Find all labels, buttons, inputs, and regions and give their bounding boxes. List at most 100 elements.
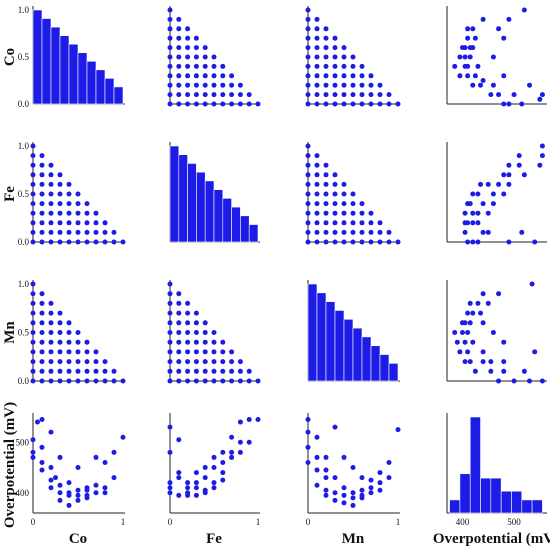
scatter-point xyxy=(176,45,182,51)
scatter-point xyxy=(84,378,90,384)
scatter-point xyxy=(506,239,512,245)
scatter-point xyxy=(93,229,99,235)
scatter-point xyxy=(167,310,173,316)
scatter-point xyxy=(57,339,63,345)
scatter-point xyxy=(84,487,90,493)
scatter-point xyxy=(341,220,347,226)
scatter-point xyxy=(176,475,182,481)
scatter-point xyxy=(314,153,320,159)
scatter-point xyxy=(485,210,491,216)
scatter-point xyxy=(185,349,191,355)
scatter-point xyxy=(66,181,72,187)
scatter-point xyxy=(193,349,199,355)
scatter-point xyxy=(478,310,484,316)
scatter-point xyxy=(323,454,329,460)
scatter-point xyxy=(527,378,533,384)
scatter-point xyxy=(332,45,338,51)
scatter-point xyxy=(102,229,108,235)
scatter-point xyxy=(39,239,45,245)
scatter-point xyxy=(167,485,173,491)
scatter-point xyxy=(496,291,502,297)
scatter-point xyxy=(39,368,45,374)
scatter-point xyxy=(66,220,72,226)
scatter-point xyxy=(176,359,182,365)
y-axis-label: Co xyxy=(2,48,18,66)
scatter-point xyxy=(48,210,54,216)
scatter-point xyxy=(211,330,217,335)
scatter-point xyxy=(475,210,481,216)
scatter-point xyxy=(341,191,347,197)
scatter-point xyxy=(220,477,226,483)
scatter-point xyxy=(185,101,191,107)
scatter-point xyxy=(506,181,512,187)
scatter-point xyxy=(395,239,401,245)
scatter-point xyxy=(359,92,365,98)
scatter-point xyxy=(537,162,543,168)
scatter-point xyxy=(341,73,347,79)
scatter-point xyxy=(323,73,329,79)
scatter-point xyxy=(359,73,365,79)
scatter-point xyxy=(211,480,217,486)
scatter-point xyxy=(229,359,235,365)
scatter-point xyxy=(39,300,45,306)
y-tick-label: 1.0 xyxy=(18,279,30,289)
scatter-point xyxy=(472,73,478,79)
scatter-point xyxy=(185,35,191,41)
scatter-point xyxy=(30,162,36,168)
scatter-point xyxy=(323,162,329,168)
scatter-point xyxy=(202,465,208,471)
scatter-point xyxy=(323,229,329,235)
scatter-point xyxy=(176,16,182,22)
scatter-point xyxy=(57,310,63,316)
scatter-point xyxy=(39,459,45,465)
scatter-point xyxy=(120,378,126,384)
scatter-point xyxy=(176,368,182,374)
scatter-point xyxy=(185,359,191,365)
scatter-point xyxy=(332,201,338,207)
scatter-point xyxy=(457,349,463,355)
scatter-point xyxy=(57,239,63,245)
scatter-point xyxy=(167,424,173,430)
y-tick-label: 0.0 xyxy=(18,376,30,386)
histogram-bar xyxy=(41,18,52,105)
scatter-point xyxy=(30,368,36,374)
scatter-point xyxy=(350,201,356,207)
scatter-point xyxy=(532,349,538,355)
scatter-point xyxy=(332,181,338,187)
scatter-point xyxy=(48,368,54,374)
scatter-point xyxy=(48,201,54,207)
scatter-point xyxy=(176,470,182,476)
scatter-point xyxy=(75,191,81,197)
scatter-point xyxy=(521,172,527,178)
scatter-point xyxy=(314,16,320,22)
y-tick-label: 400 xyxy=(16,488,30,498)
scatter-point xyxy=(53,475,58,481)
scatter-point xyxy=(323,210,329,216)
scatter-point xyxy=(314,101,320,107)
scatter-point xyxy=(176,35,182,41)
scatter-point xyxy=(202,359,208,365)
scatter-point xyxy=(305,239,311,245)
scatter-point xyxy=(30,310,36,316)
scatter-point xyxy=(305,229,311,235)
scatter-point xyxy=(332,92,338,98)
scatter-point xyxy=(185,339,191,345)
scatter-point xyxy=(102,378,108,384)
scatter-point xyxy=(350,465,356,471)
scatter-point xyxy=(48,191,54,197)
scatter-point xyxy=(490,82,496,88)
scatter-point xyxy=(211,63,217,69)
scatter-point xyxy=(314,63,320,69)
scatter-point xyxy=(57,349,63,355)
scatter-point xyxy=(480,359,486,365)
scatter-point xyxy=(57,497,63,503)
scatter-point xyxy=(305,45,311,51)
scatter-point xyxy=(202,339,208,345)
scatter-point xyxy=(185,73,191,79)
scatter-point xyxy=(305,444,311,450)
scatter-point xyxy=(386,101,392,107)
scatter-point xyxy=(84,349,90,355)
y-tick-label: 500 xyxy=(16,437,30,447)
scatter-point xyxy=(237,378,243,384)
scatter-point xyxy=(167,330,173,335)
